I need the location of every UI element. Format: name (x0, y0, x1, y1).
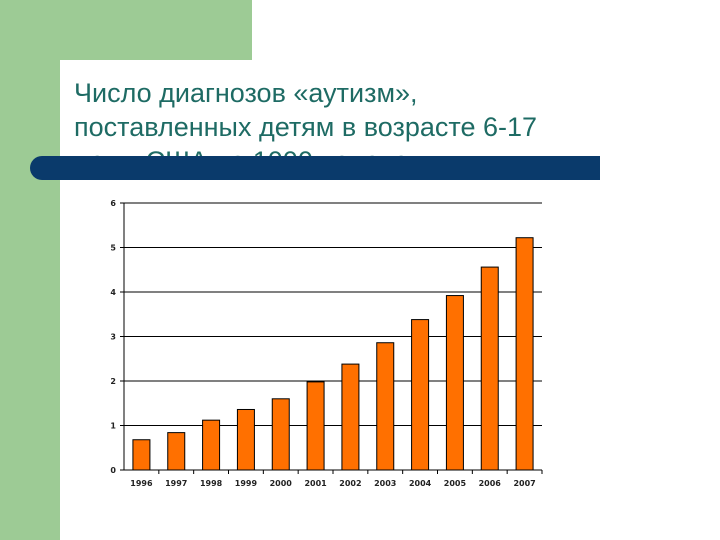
bar-1998 (202, 419, 221, 471)
x-tick-label: 2007 (513, 479, 535, 488)
x-tick-label: 2001 (304, 479, 327, 488)
bar-2000 (271, 398, 290, 471)
title-line-2: поставленных детям в возрасте 6-17 (74, 112, 537, 142)
x-tick-label: 1999 (235, 479, 258, 488)
title-divider-bar (30, 156, 600, 180)
bar-2001 (306, 381, 325, 471)
top-accent-block (60, 0, 252, 60)
x-tick-label: 1996 (130, 479, 153, 488)
y-tick-label: 5 (110, 244, 116, 253)
bar-2004 (411, 319, 430, 471)
y-tick-label: 0 (110, 466, 116, 475)
bar-2007 (515, 237, 534, 471)
y-tick-label: 4 (110, 288, 116, 297)
bar-2006 (480, 266, 499, 471)
y-tick-label: 1 (110, 422, 116, 431)
title-line-1: Число диагнозов «аутизм», (74, 78, 418, 108)
x-tick-label: 1997 (165, 479, 187, 488)
y-tick-label: 2 (110, 377, 116, 386)
bar-1996 (132, 439, 151, 471)
x-tick-label: 2002 (339, 479, 361, 488)
bar-2003 (376, 342, 395, 471)
y-tick-label: 6 (110, 199, 116, 208)
x-tick-label: 2000 (270, 479, 293, 488)
y-tick-label: 3 (110, 333, 116, 342)
x-tick-label: 1998 (200, 479, 223, 488)
bar-1999 (236, 408, 255, 471)
bar-2002 (341, 363, 360, 471)
x-tick-label: 2005 (444, 479, 467, 488)
left-accent-bar (0, 0, 60, 540)
bar-1997 (167, 432, 186, 471)
x-tick-label: 2003 (374, 479, 396, 488)
bar-2005 (445, 295, 464, 471)
x-tick-label: 2006 (479, 479, 502, 488)
x-tick-label: 2004 (409, 479, 432, 488)
